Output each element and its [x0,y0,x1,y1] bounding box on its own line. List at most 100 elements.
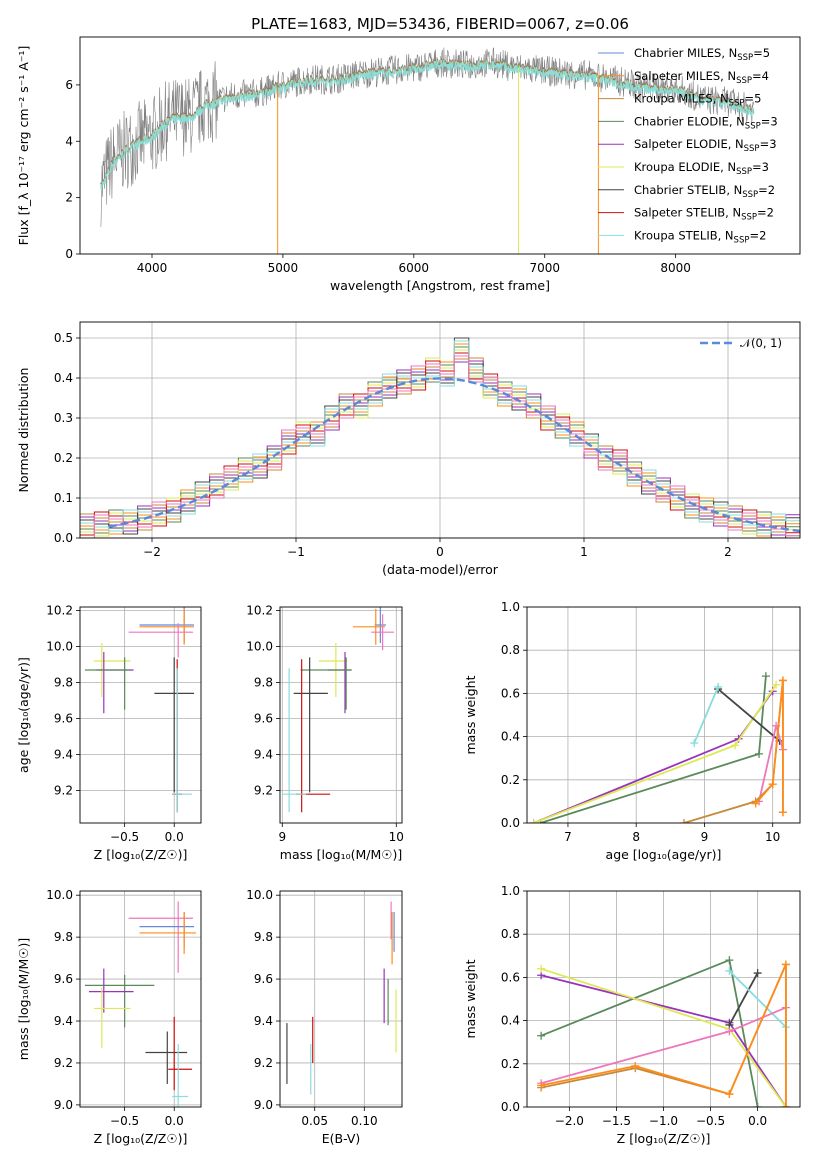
y-tick-label: 9.4 [54,1014,73,1028]
y-tick-label: 9.0 [54,1098,73,1112]
series-marker [714,682,723,691]
x-tick-label: 1 [580,545,588,559]
x-axis-label: E(B-V) [322,1131,361,1146]
axes-frame [79,321,801,539]
y-tick-label: 9.4 [254,1014,273,1028]
y-tick-label: 0 [65,247,73,261]
x-tick-label: 7000 [529,261,560,275]
y-tick-label: 2 [65,191,73,205]
x-axis-label: Z [log₁₀(Z/Z☉)] [94,1131,188,1146]
y-tick-label: 9.8 [254,930,273,944]
y-tick-label: 9.8 [54,930,73,944]
plot-area-residuals [80,322,800,538]
plot-area-age-vs-Z [80,607,201,823]
y-tick-label: 0.6 [501,970,520,984]
x-tick-label: −1.0 [649,1114,678,1128]
y-axis-label: mass weight [463,959,478,1038]
y-tick-label: 9.6 [254,712,273,726]
y-axis-label: Flux [f_λ 10⁻¹⁷ erg cm⁻² s⁻¹ A⁻¹] [16,46,31,246]
y-tick-label: 4 [65,134,73,148]
series-marker [631,1061,640,1070]
x-tick-label: 6000 [399,261,430,275]
series-marker [778,676,787,685]
panel-mass-vs-Z: −0.5 0.0 9.0 9.2 9.4 9.6 9.8 10.0 Z [log₁₀(Z/Z☉)… [16,888,202,1146]
figure-title: PLATE=1683, MJD=53436, FIBERID=0067, z=0… [251,15,629,33]
legend-entry: Salpeter ELODIE, NSSP=3 [634,137,777,154]
series-marker [755,749,764,758]
y-tick-label: 9.2 [254,784,273,798]
data-point [295,659,331,813]
series-marker [537,1081,546,1090]
plot-area-spectrum [100,47,755,254]
data-point [93,987,131,1049]
plot-area-mass-weight-vs-Z [527,891,800,1107]
plot-area-mass-vs-Z [80,891,201,1107]
y-axis-label: mass [log₁₀(M/M☉)] [16,938,31,1060]
x-tick-label: 0.0 [165,1114,184,1128]
data-point [139,608,195,645]
panel-residuals: −2 −1 0 1 2 0.0 0.1 0.2 0.3 0.4 0.5 (data-model)/er… [16,321,801,577]
series-line [728,972,759,1026]
panel-age-vs-mass: 9 10 9.2 9.4 9.6 9.8 10.0 10.2 mass [log₁₀(M/M☉)… [246,604,404,862]
series-marker [772,680,781,689]
legend-entry: Kroupa MILES, NSSP=5 [634,92,761,109]
legend-entry: Salpeter MILES, NSSP=4 [634,69,769,86]
x-axis-label: Z [log₁₀(Z/Z☉)] [94,847,188,862]
y-tick-label: 9.4 [254,748,273,762]
y-tick-label: 0.4 [501,730,520,744]
data-point [84,974,155,1028]
series-marker [529,819,538,823]
series-marker [781,1103,790,1107]
panel-mass-weight-vs-Z: −2.0 −1.5 −1.0 −0.5 0.0 0.0 0.2 0.4 0.6 0.8 1.0 Z [… [463,884,801,1146]
y-tick-label: 0.8 [501,643,520,657]
legend-entry: Kroupa ELODIE, NSSP=3 [634,160,769,177]
y-axis-label: mass weight [463,675,478,754]
series-marker [725,966,734,975]
series-marker [781,960,790,969]
x-tick-label: 0.05 [301,1114,328,1128]
x-tick-label: 9 [701,830,709,844]
y-axis-label: age [log₁₀(age/yr)] [16,657,31,773]
data-point [139,607,195,643]
axes-frame [79,606,202,824]
data-point [300,657,352,710]
data-point [128,901,194,973]
x-tick-label: 0.0 [165,830,184,844]
data-point [145,1031,188,1084]
series-line [754,680,784,813]
series-line [717,688,781,742]
series-marker [537,964,546,973]
x-axis-label: mass [log₁₀(M/M☉)] [280,847,402,862]
x-tick-label: −2.0 [555,1114,584,1128]
x-tick-label: 8000 [660,261,691,275]
y-tick-label: 10.0 [46,888,73,902]
y-tick-label: 10.0 [246,640,273,654]
legend-entry: Chabrier MILES, NSSP=5 [634,46,770,63]
x-tick-label: 7 [564,830,572,844]
y-tick-label: 10.2 [246,604,273,618]
x-tick-label: −0.5 [696,1114,725,1128]
x-tick-label: −0.5 [110,830,139,844]
y-tick-label: 9.2 [54,1056,73,1070]
x-axis-label: wavelength [Angstrom, rest frame] [330,278,550,293]
panel-age-vs-Z: −0.5 0.0 9.2 9.4 9.6 9.8 10.0 10.2 Z [log₁₀(Z/Z☉… [16,604,202,862]
axes-frame [526,890,801,1108]
y-tick-label: 9.2 [254,1056,273,1070]
panel-mass-vs-ebv: 0.05 0.10 9.0 9.2 9.4 9.6 9.8 10.0 E(B-V) [246,888,403,1146]
y-tick-label: 0.5 [54,331,73,345]
panel-mass-weight-vs-age: 7 8 9 10 0.0 0.2 0.4 0.6 0.8 1.0 age [log₁₀(age/yr… [463,600,801,862]
x-tick-label: 2 [724,545,732,559]
y-tick-label: 0.2 [501,1057,520,1071]
data-point [88,968,134,1013]
axes-frame [279,890,403,1108]
y-tick-label: 10.0 [46,640,73,654]
y-tick-label: 6 [65,78,73,92]
x-axis-label: age [log₁₀(age/yr)] [606,847,722,862]
series-line [540,958,759,1107]
legend-entry: 𝒩(0, 1) [740,336,782,350]
y-tick-label: 9.6 [54,972,73,986]
spectrum-model-line [100,59,755,191]
x-axis-label: (data-model)/error [382,562,499,577]
data-point [371,614,395,651]
